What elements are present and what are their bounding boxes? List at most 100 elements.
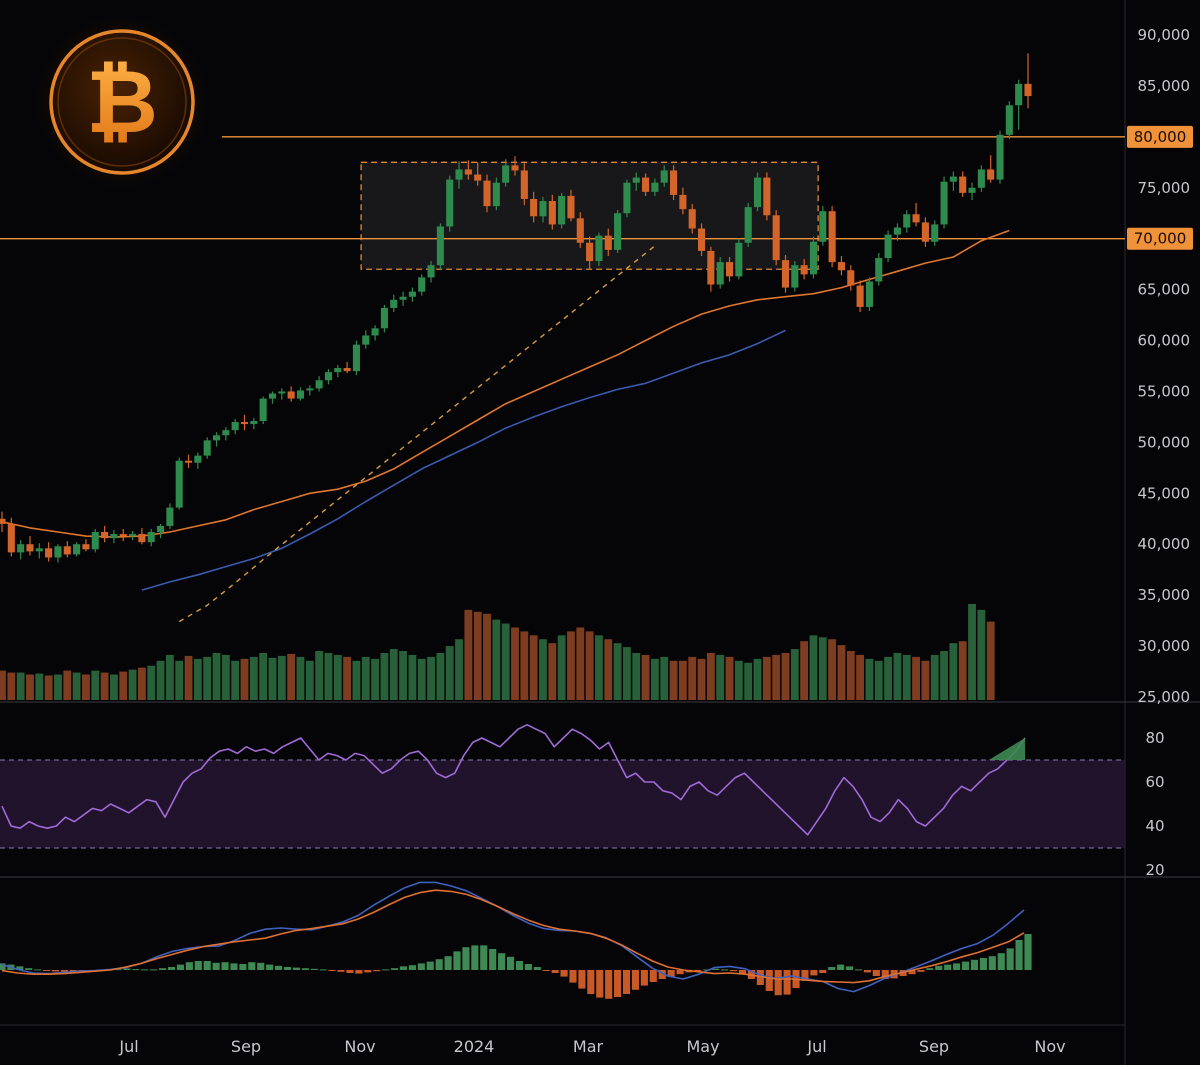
volume-bar xyxy=(16,672,25,700)
volume-bar xyxy=(82,674,90,700)
candle-body xyxy=(735,242,743,277)
candle-body xyxy=(436,226,444,266)
candle-body xyxy=(129,534,137,537)
volume-bar xyxy=(35,673,44,700)
candlestick xyxy=(231,418,239,435)
candlestick xyxy=(651,178,659,196)
candle-body xyxy=(483,180,491,207)
volume-bar xyxy=(567,631,575,700)
candle-body xyxy=(716,262,724,285)
candle-body xyxy=(660,170,668,183)
time-tick-label: May xyxy=(686,1037,719,1056)
volume-bar xyxy=(231,660,240,700)
candle-body xyxy=(54,546,62,558)
price-tick-label: 75,000 xyxy=(1138,179,1191,197)
candle-body xyxy=(884,234,892,259)
candle-body xyxy=(408,291,416,297)
macd-histogram-bar xyxy=(944,964,952,970)
volume-bar xyxy=(762,656,771,700)
macd-histogram-bar xyxy=(703,969,711,971)
candlestick xyxy=(679,187,687,215)
candle-body xyxy=(931,224,939,242)
candlestick xyxy=(455,161,463,189)
volume-bar xyxy=(529,635,538,700)
candle-body xyxy=(865,281,873,307)
volume-bar xyxy=(818,637,827,700)
macd-histogram-bar xyxy=(596,970,604,998)
candlestick xyxy=(642,173,650,196)
candlestick xyxy=(576,212,584,248)
candlestick xyxy=(511,156,519,176)
macd-histogram-bar xyxy=(872,970,880,976)
candle-body xyxy=(91,532,99,550)
volume-bar xyxy=(445,646,454,700)
candlestick xyxy=(334,364,342,378)
price-tick-label: 85,000 xyxy=(1138,77,1191,95)
volume-bar xyxy=(7,672,16,700)
candle-body xyxy=(698,228,706,251)
rsi-overbought-fill xyxy=(988,738,1025,760)
volume-bar xyxy=(221,654,230,700)
volume-bar xyxy=(371,658,380,700)
candlestick xyxy=(315,376,323,392)
macd-histogram-bar xyxy=(756,970,764,985)
candle-body xyxy=(595,235,603,262)
volume-bar xyxy=(212,652,221,700)
macd-histogram-bar xyxy=(631,970,640,990)
candlestick xyxy=(418,274,426,296)
macd-histogram-bar xyxy=(194,961,202,970)
candle-body xyxy=(278,391,286,394)
rsi-tick-label: 40 xyxy=(1145,817,1164,835)
candle-body xyxy=(7,523,15,553)
macd-histogram-bar xyxy=(132,969,140,971)
macd-histogram-bar xyxy=(730,970,738,972)
candlestick xyxy=(343,361,351,374)
candle-body xyxy=(390,299,398,308)
candle-body xyxy=(502,165,510,183)
time-tick-label: Jul xyxy=(118,1037,138,1056)
candle-body xyxy=(0,518,6,524)
volume-bar xyxy=(539,639,547,700)
macd-histogram-bar xyxy=(622,970,631,994)
candlestick xyxy=(744,203,752,247)
volume-bar xyxy=(893,652,902,700)
macd-histogram-bar xyxy=(319,969,327,971)
candle-body xyxy=(744,207,752,243)
volume-bar xyxy=(641,654,650,700)
macd-macd-line xyxy=(1,881,1025,993)
candle-body xyxy=(399,296,407,300)
macd-histogram-bar xyxy=(845,966,854,970)
candle-body xyxy=(26,544,34,552)
volume-bar xyxy=(884,656,893,700)
candlestick xyxy=(837,256,845,276)
volume-bar xyxy=(800,641,809,700)
volume-bar xyxy=(137,667,146,700)
volume-bar xyxy=(277,655,286,700)
macd-histogram-bar xyxy=(399,966,408,970)
candle-body xyxy=(352,344,360,372)
volume-bar xyxy=(455,639,463,700)
candle-body xyxy=(847,270,855,286)
volume-bar xyxy=(128,669,137,700)
candlestick xyxy=(399,291,407,306)
volume-bar xyxy=(678,660,687,700)
volume-bar xyxy=(744,662,753,700)
volume-bar xyxy=(361,656,370,700)
macd-histogram-bar xyxy=(854,969,863,971)
time-axis: Jul Sep Nov 2024 Mar May Jul Sep Nov xyxy=(118,1037,1065,1056)
candlestick xyxy=(921,217,929,247)
candle-body xyxy=(185,460,193,463)
candlestick xyxy=(259,396,267,425)
price-tick-label: 40,000 xyxy=(1138,535,1191,553)
candlestick xyxy=(185,454,193,468)
volume-bar xyxy=(632,652,641,700)
level-badge-70000 xyxy=(1127,227,1193,250)
candlesticks-layer xyxy=(0,53,1032,563)
macd-histogram-bar xyxy=(542,970,550,971)
macd-histogram-bar xyxy=(738,970,747,975)
volume-bar xyxy=(0,670,6,700)
volume-bar xyxy=(772,654,781,700)
candlestick xyxy=(791,261,799,292)
macd-histogram-bar xyxy=(355,970,363,974)
